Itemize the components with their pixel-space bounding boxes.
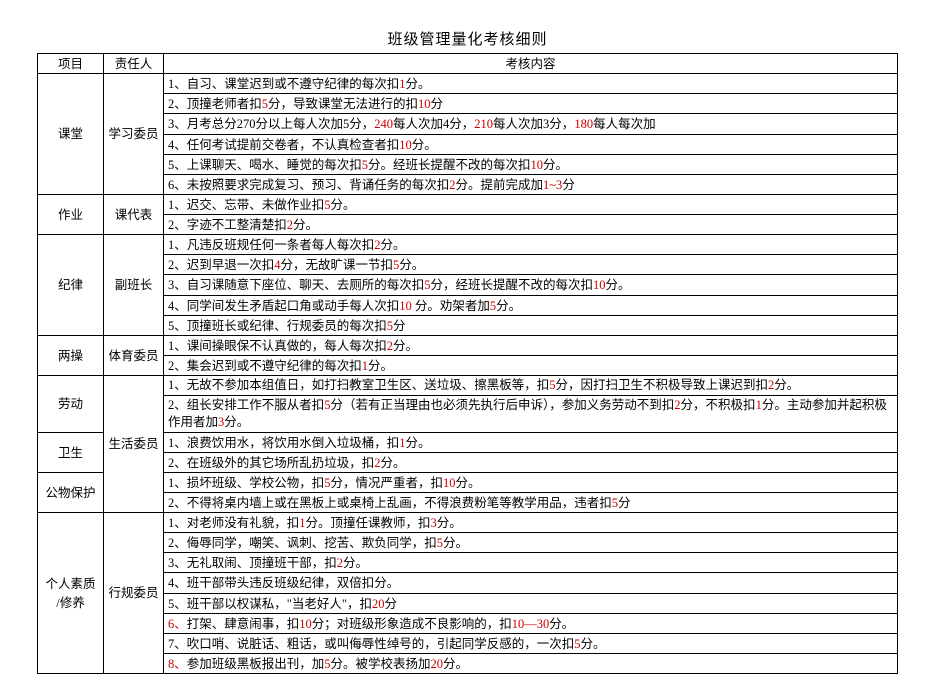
table-row: 7、吹口哨、说脏话、粗话，或叫侮辱性绰号的，引起同学反感的，一次扣5分。	[38, 633, 898, 653]
table-row: 两操体育委员1、课间操眼保不认真做的，每人每次扣2分。	[38, 335, 898, 355]
content-cell: 1、自习、课堂迟到或不遵守纪律的每次扣1分。	[164, 74, 898, 94]
content-cell: 5、班干部以权谋私，"当老好人"，扣20分	[164, 593, 898, 613]
project-cell: 卫生	[38, 432, 104, 472]
table-row: 公物保护1、损坏班级、学校公物，扣5分，情况严重者，扣10分。	[38, 472, 898, 492]
responsible-cell: 行规委员	[104, 513, 164, 674]
project-cell: 课堂	[38, 74, 104, 195]
content-cell: 2、集会迟到或不遵守纪律的每次扣1分。	[164, 355, 898, 375]
table-row: 2、在班级外的其它场所乱扔垃圾，扣2分。	[38, 452, 898, 472]
header-responsible: 责任人	[104, 54, 164, 74]
content-cell: 2、侮辱同学，嘲笑、讽刺、挖苦、欺负同学，扣5分。	[164, 533, 898, 553]
content-cell: 2、在班级外的其它场所乱扔垃圾，扣2分。	[164, 452, 898, 472]
project-cell: 公物保护	[38, 472, 104, 512]
table-row: 5、班干部以权谋私，"当老好人"，扣20分	[38, 593, 898, 613]
responsible-cell: 体育委员	[104, 335, 164, 375]
content-cell: 5、顶撞班长或纪律、行规委员的每次扣5分	[164, 315, 898, 335]
assessment-table: 项目 责任人 考核内容 课堂学习委员1、自习、课堂迟到或不遵守纪律的每次扣1分。…	[37, 53, 898, 674]
table-row: 4、班干部带头违反班级纪律，双倍扣分。	[38, 573, 898, 593]
content-cell: 8、参加班级黑板报出刊，加5分。被学校表扬加20分。	[164, 653, 898, 673]
table-row: 3、月考总分270分以上每人次加5分，240每人次加4分，210每人次加3分，1…	[38, 114, 898, 134]
table-row: 卫生1、浪费饮用水，将饮用水倒入垃圾桶，扣1分。	[38, 432, 898, 452]
content-cell: 2、组长安排工作不服从者扣5分（若有正当理由也必须先执行后申诉），参加义务劳动不…	[164, 395, 898, 432]
content-cell: 1、无故不参加本组值日，如打扫教室卫生区、送垃圾、擦黑板等，扣5分，因打扫卫生不…	[164, 376, 898, 396]
table-row: 作业课代表1、迟交、忘带、未做作业扣5分。	[38, 194, 898, 214]
table-header-row: 项目 责任人 考核内容	[38, 54, 898, 74]
table-row: 2、不得将桌内墙上或在黑板上或桌椅上乱画，不得浪费粉笔等教学用品，违者扣5分	[38, 492, 898, 512]
content-cell: 3、月考总分270分以上每人次加5分，240每人次加4分，210每人次加3分，1…	[164, 114, 898, 134]
table-row: 个人素质/修养行规委员1、对老师没有礼貌，扣1分。顶撞任课教师，扣3分。	[38, 513, 898, 533]
responsible-cell: 学习委员	[104, 74, 164, 195]
content-cell: 1、课间操眼保不认真做的，每人每次扣2分。	[164, 335, 898, 355]
content-cell: 3、无礼取闹、顶撞班干部，扣2分。	[164, 553, 898, 573]
content-cell: 3、自习课随意下座位、聊天、去厕所的每次扣5分，经班长提醒不改的每次扣10分。	[164, 275, 898, 295]
table-row: 5、顶撞班长或纪律、行规委员的每次扣5分	[38, 315, 898, 335]
content-cell: 2、不得将桌内墙上或在黑板上或桌椅上乱画，不得浪费粉笔等教学用品，违者扣5分	[164, 492, 898, 512]
content-cell: 1、损坏班级、学校公物，扣5分，情况严重者，扣10分。	[164, 472, 898, 492]
responsible-cell: 副班长	[104, 235, 164, 336]
table-row: 纪律副班长1、凡违反班规任何一条者每人每次扣2分。	[38, 235, 898, 255]
content-cell: 2、顶撞老师者扣5分，导致课堂无法进行的扣10分	[164, 94, 898, 114]
content-cell: 1、凡违反班规任何一条者每人每次扣2分。	[164, 235, 898, 255]
table-row: 2、顶撞老师者扣5分，导致课堂无法进行的扣10分	[38, 94, 898, 114]
table-row: 3、自习课随意下座位、聊天、去厕所的每次扣5分，经班长提醒不改的每次扣10分。	[38, 275, 898, 295]
table-row: 8、参加班级黑板报出刊，加5分。被学校表扬加20分。	[38, 653, 898, 673]
table-row: 5、上课聊天、喝水、睡觉的每次扣5分。经班长提醒不改的每次扣10分。	[38, 154, 898, 174]
content-cell: 7、吹口哨、说脏话、粗话，或叫侮辱性绰号的，引起同学反感的，一次扣5分。	[164, 633, 898, 653]
table-row: 2、侮辱同学，嘲笑、讽刺、挖苦、欺负同学，扣5分。	[38, 533, 898, 553]
header-content: 考核内容	[164, 54, 898, 74]
table-row: 2、迟到早退一次扣4分，无故旷课一节扣5分。	[38, 255, 898, 275]
table-row: 课堂学习委员1、自习、课堂迟到或不遵守纪律的每次扣1分。	[38, 74, 898, 94]
table-row: 3、无礼取闹、顶撞班干部，扣2分。	[38, 553, 898, 573]
project-cell: 纪律	[38, 235, 104, 336]
table-row: 劳动生活委员1、无故不参加本组值日，如打扫教室卫生区、送垃圾、擦黑板等，扣5分，…	[38, 376, 898, 396]
content-cell: 4、班干部带头违反班级纪律，双倍扣分。	[164, 573, 898, 593]
project-cell: 两操	[38, 335, 104, 375]
content-cell: 5、上课聊天、喝水、睡觉的每次扣5分。经班长提醒不改的每次扣10分。	[164, 154, 898, 174]
project-cell: 作业	[38, 194, 104, 234]
table-row: 2、组长安排工作不服从者扣5分（若有正当理由也必须先执行后申诉），参加义务劳动不…	[38, 395, 898, 432]
table-row: 2、字迹不工整清楚扣2分。	[38, 215, 898, 235]
content-cell: 6、打架、肆意闹事，扣10分；对班级形象造成不良影响的，扣10—30分。	[164, 613, 898, 633]
content-cell: 1、浪费饮用水，将饮用水倒入垃圾桶，扣1分。	[164, 432, 898, 452]
content-cell: 4、任何考试提前交卷者，不认真检查者扣10分。	[164, 134, 898, 154]
content-cell: 2、字迹不工整清楚扣2分。	[164, 215, 898, 235]
content-cell: 2、迟到早退一次扣4分，无故旷课一节扣5分。	[164, 255, 898, 275]
project-cell: 个人素质/修养	[38, 513, 104, 674]
page-title: 班级管理量化考核细则	[26, 28, 909, 49]
table-row: 4、任何考试提前交卷者，不认真检查者扣10分。	[38, 134, 898, 154]
table-row: 6、打架、肆意闹事，扣10分；对班级形象造成不良影响的，扣10—30分。	[38, 613, 898, 633]
content-cell: 4、同学间发生矛盾起口角或动手每人次扣10 分。劝架者加5分。	[164, 295, 898, 315]
table-row: 2、集会迟到或不遵守纪律的每次扣1分。	[38, 355, 898, 375]
responsible-cell: 生活委员	[104, 376, 164, 513]
header-project: 项目	[38, 54, 104, 74]
table-row: 6、未按照要求完成复习、预习、背诵任务的每次扣2分。提前完成加1~3分	[38, 174, 898, 194]
content-cell: 1、对老师没有礼貌，扣1分。顶撞任课教师，扣3分。	[164, 513, 898, 533]
project-cell: 劳动	[38, 376, 104, 433]
content-cell: 1、迟交、忘带、未做作业扣5分。	[164, 194, 898, 214]
content-cell: 6、未按照要求完成复习、预习、背诵任务的每次扣2分。提前完成加1~3分	[164, 174, 898, 194]
table-row: 4、同学间发生矛盾起口角或动手每人次扣10 分。劝架者加5分。	[38, 295, 898, 315]
responsible-cell: 课代表	[104, 194, 164, 234]
